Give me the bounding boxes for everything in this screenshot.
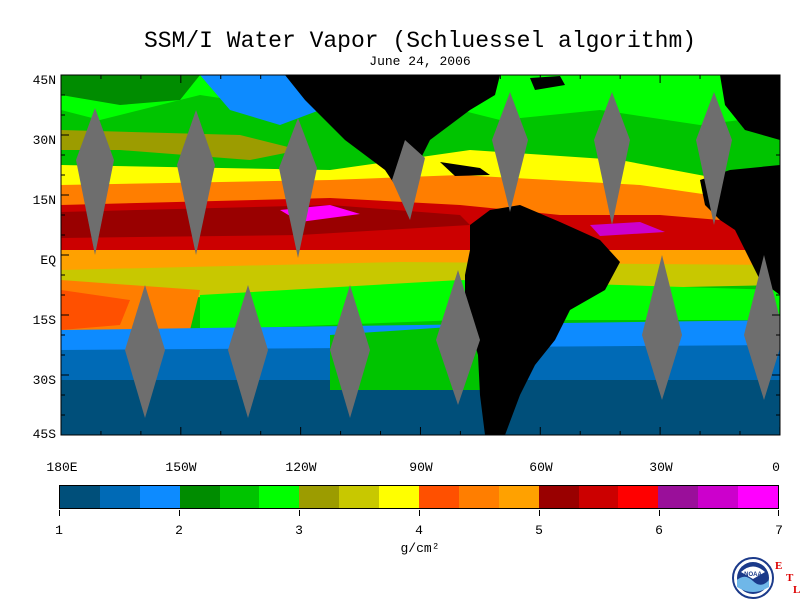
colorbar-segment — [60, 486, 100, 508]
swath — [642, 255, 682, 400]
colorbar-label: 5 — [535, 523, 543, 538]
lat-label: 15N — [33, 193, 56, 208]
lon-label: 30W — [649, 460, 673, 475]
logo-text: NOAA — [744, 572, 762, 578]
band-north-darkgreen — [61, 75, 200, 105]
swath — [125, 285, 165, 418]
band-south-deepblue — [61, 380, 780, 435]
lon-label: 60W — [529, 460, 553, 475]
lon-label: 90W — [409, 460, 433, 475]
band-north-olive — [61, 130, 300, 160]
colorbar-tick — [659, 510, 660, 516]
etl-letter-t: T — [786, 572, 794, 584]
lon-labels: 180E 150W 120W 90W 60W 30W 0 — [46, 460, 780, 475]
colorbar — [59, 485, 779, 509]
no-data-swaths — [76, 92, 780, 418]
chart-title: SSM/I Water Vapor (Schluessel algorithm) — [143, 28, 697, 54]
colorbar-tick — [179, 510, 180, 516]
lat-label: 45N — [33, 73, 56, 88]
colorbar-segment — [219, 486, 260, 508]
itcz-magenta-atl — [590, 222, 665, 236]
colorbar-tick — [59, 510, 60, 516]
colorbar-label: 7 — [775, 523, 783, 538]
swath — [744, 255, 780, 400]
colorbar-tick — [539, 510, 540, 516]
colorbar-segment — [578, 486, 619, 508]
colorbar-segment — [498, 486, 539, 508]
lat-label: 30S — [33, 373, 57, 388]
colorbar-segment — [259, 486, 300, 508]
colorbar-segment — [299, 486, 340, 508]
etl-letter-l: L — [793, 584, 800, 596]
lat-label: 45S — [33, 427, 57, 442]
colorbar-unit: g/cm² — [400, 541, 440, 556]
lat-label: 30N — [33, 133, 56, 148]
colorbar-segment — [658, 486, 699, 508]
colorbar-segment — [179, 486, 220, 508]
colorbar-tick — [778, 510, 779, 516]
colorbar-segment — [339, 486, 380, 508]
colorbar-segment — [139, 486, 180, 508]
colorbar-label: 1 — [55, 523, 63, 538]
lat-label: EQ — [40, 253, 56, 268]
africa-land — [700, 165, 780, 295]
water-vapor-map: 45N 30N 15N EQ 15S 30S 45S 180E 150W 120… — [33, 73, 781, 475]
lat-labels: 45N 30N 15N EQ 15S 30S 45S — [33, 73, 57, 442]
colorbar-tick — [299, 510, 300, 516]
lat-label: 15S — [33, 313, 57, 328]
colorbar-segment — [698, 486, 739, 508]
swath — [436, 270, 480, 405]
itcz-darkred — [61, 205, 470, 238]
colorbar-label: 4 — [415, 523, 423, 538]
colorbar-label: 3 — [295, 523, 303, 538]
swath — [279, 118, 317, 258]
swath — [492, 92, 528, 212]
swath — [177, 110, 215, 255]
colorbar-segment — [458, 486, 499, 508]
colorbar-label: 6 — [655, 523, 663, 538]
lon-label: 120W — [285, 460, 316, 475]
colorbar-segment — [379, 486, 420, 508]
swath — [594, 92, 630, 225]
colorbar-segment — [618, 486, 659, 508]
swath — [228, 285, 268, 418]
colorbar-segment — [538, 486, 579, 508]
lon-label: 180E — [46, 460, 77, 475]
swath — [330, 285, 370, 418]
swath — [696, 92, 732, 225]
chart-date: June 24, 2006 — [369, 54, 471, 69]
colorbar-segment — [99, 486, 140, 508]
colorbar-segment — [419, 486, 459, 508]
etl-letter-e: E — [775, 560, 783, 572]
lon-label: 0 — [772, 460, 780, 475]
colorbar-tick — [419, 510, 420, 516]
noaa-logo: NOAA — [732, 557, 774, 599]
caribbean-land — [440, 162, 490, 176]
colorbar-segment — [738, 486, 779, 508]
lon-label: 150W — [165, 460, 196, 475]
south-america-land — [465, 205, 620, 435]
swath — [76, 108, 114, 255]
colorbar-label: 2 — [175, 523, 183, 538]
axis-ticks — [60, 74, 781, 436]
swath — [392, 140, 425, 220]
greenland-land — [530, 76, 565, 90]
europe-land — [720, 75, 780, 140]
band-south-red — [61, 290, 130, 330]
north-america-land — [285, 75, 500, 205]
